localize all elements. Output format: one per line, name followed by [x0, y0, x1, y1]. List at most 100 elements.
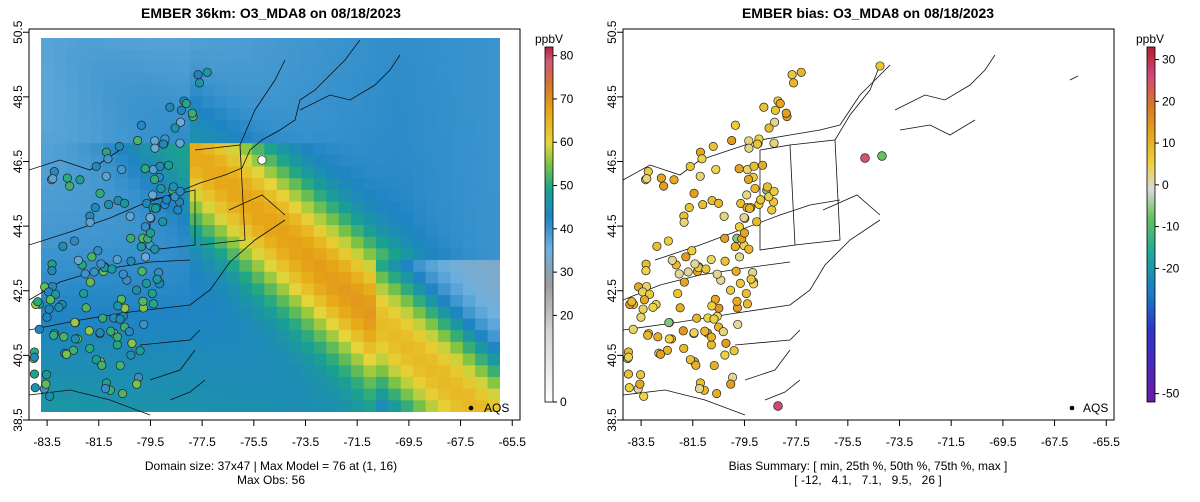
heat-cell — [227, 330, 241, 343]
left-site-marker — [148, 299, 158, 309]
right-colorbar-tick-label: -20 — [1162, 261, 1180, 275]
right-site-marker — [727, 136, 737, 146]
heat-cell — [413, 341, 427, 355]
heat-cell — [239, 271, 253, 285]
right-site-marker — [744, 143, 754, 153]
heat-cell — [413, 376, 427, 390]
heat-cell — [276, 84, 290, 98]
heat-cell — [413, 166, 427, 179]
heat-cell — [301, 189, 315, 203]
heat-cell — [289, 131, 303, 144]
heat-cell — [65, 73, 79, 86]
right-site-marker — [706, 340, 716, 350]
heat-cell — [450, 154, 464, 168]
heat-cell — [363, 178, 377, 191]
heat-cell — [165, 365, 179, 378]
heat-cell — [351, 166, 365, 179]
right-site-marker — [720, 256, 730, 266]
heat-cell — [326, 306, 340, 320]
heat-cell — [189, 376, 203, 390]
heat-cell — [65, 108, 79, 121]
left-site-marker — [147, 288, 157, 299]
heat-cell — [289, 225, 303, 238]
heat-cell — [65, 306, 79, 320]
heat-cell — [227, 283, 241, 296]
heat-cell — [264, 306, 278, 320]
heat-cell — [425, 318, 439, 331]
heat-cell — [177, 248, 191, 261]
heat-cell — [251, 38, 265, 51]
left-site-marker — [135, 346, 145, 356]
heat-cell — [165, 341, 179, 355]
left-footer-line2: Max Obs: 56 — [237, 473, 305, 487]
heat-cell — [276, 341, 290, 355]
heat-cell — [487, 225, 501, 238]
heat-cell — [413, 248, 427, 261]
heat-cell — [326, 61, 340, 74]
heat-cell — [239, 341, 253, 355]
heat-cell — [264, 38, 278, 51]
heat-cell — [475, 353, 489, 366]
heat-cell — [313, 283, 327, 296]
heat-cell — [202, 376, 216, 390]
heat-cell — [189, 84, 203, 98]
left-site-marker — [131, 285, 142, 295]
heat-cell — [363, 400, 377, 413]
heat-cell — [313, 318, 327, 331]
heat-cell — [264, 260, 278, 273]
left-legend-label: AQS — [484, 401, 509, 415]
heat-cell — [338, 108, 352, 121]
heat-cell — [301, 119, 315, 133]
heat-cell — [214, 330, 228, 343]
left-site-marker — [162, 195, 172, 205]
heat-cell — [487, 131, 501, 144]
heat-cell — [289, 376, 303, 390]
left-site-marker — [100, 384, 110, 394]
right-site-marker — [787, 70, 797, 80]
heat-cell — [450, 306, 464, 320]
left-site-marker — [141, 278, 151, 288]
right-site-marker — [773, 401, 783, 411]
heat-cell — [289, 108, 303, 121]
heat-cell — [301, 108, 315, 121]
heat-cell — [437, 283, 451, 296]
heat-cell — [450, 260, 464, 273]
left-site-marker — [62, 173, 72, 183]
heat-cell — [127, 189, 141, 203]
heat-cell — [425, 84, 439, 98]
heat-cell — [103, 189, 117, 203]
left-x-axis: -83.5 -81.5 -79.5 -77.5 -75.5 -73.5 -71.5 -69.5… — [33, 420, 526, 449]
heat-cell — [189, 318, 203, 331]
heat-cell — [388, 154, 402, 168]
heat-cell — [413, 388, 427, 401]
heat-cell — [487, 400, 501, 413]
left-site-marker — [104, 200, 114, 210]
heat-cell — [202, 201, 216, 214]
heat-cell — [189, 131, 203, 144]
heat-cell — [214, 38, 228, 51]
heat-cell — [351, 143, 365, 156]
heat-cell — [375, 201, 389, 214]
heat-cell — [326, 38, 340, 51]
heat-cell — [301, 73, 315, 86]
heat-cell — [41, 353, 55, 366]
heat-cell — [264, 283, 278, 296]
heat-cell — [351, 213, 365, 226]
left-site-marker — [45, 295, 55, 305]
heat-cell — [388, 108, 402, 121]
heat-cell — [78, 236, 92, 249]
heat-cell — [450, 38, 464, 51]
heat-cell — [239, 248, 253, 261]
left-site-marker — [257, 155, 267, 165]
right-site-marker — [720, 233, 730, 243]
heat-cell — [388, 248, 402, 261]
heat-cell — [363, 131, 377, 144]
heat-cell — [177, 353, 191, 366]
heat-cell — [251, 400, 265, 413]
heat-cell — [41, 108, 55, 121]
heat-cell — [375, 213, 389, 226]
heat-cell — [289, 84, 303, 98]
right-site-marker — [730, 242, 740, 252]
heat-cell — [289, 400, 303, 413]
heat-cell — [425, 365, 439, 378]
